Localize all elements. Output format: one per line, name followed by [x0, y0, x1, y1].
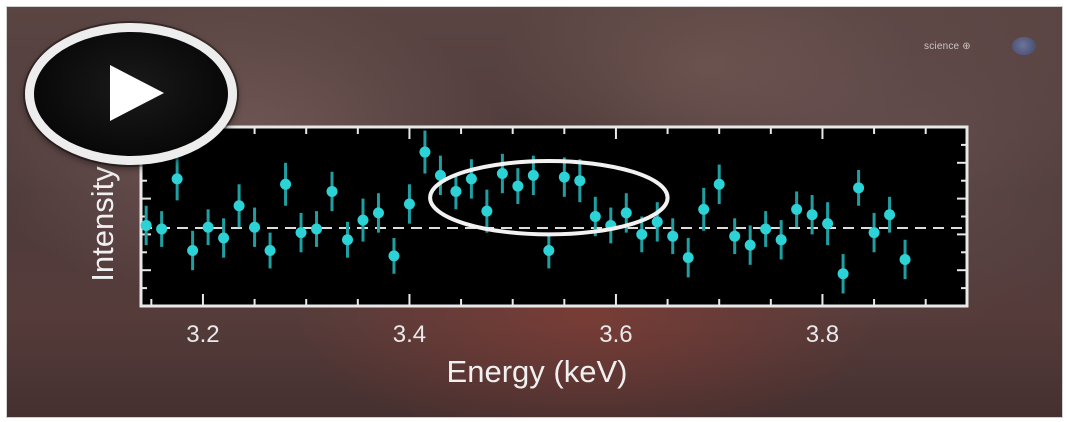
chart: 3.2 3.4 3.6 3.8 Energy (keV) Intensity	[85, 125, 969, 389]
data-point	[574, 175, 586, 187]
play-icon	[110, 65, 164, 121]
data-point	[884, 209, 896, 221]
data-point	[233, 200, 245, 212]
data-point	[791, 203, 803, 215]
data-point	[481, 205, 493, 217]
data-point	[729, 230, 741, 242]
data-point	[713, 178, 725, 190]
data-point	[527, 169, 539, 181]
data-point	[636, 228, 648, 240]
data-point	[311, 223, 323, 235]
data-point	[558, 171, 570, 183]
x-axis-title: Energy (keV)	[447, 354, 628, 389]
data-point	[496, 168, 508, 180]
x-tick-label: 3.8	[806, 321, 839, 348]
watermark-text: science ⊕	[924, 41, 971, 52]
play-button[interactable]	[25, 23, 237, 165]
data-point	[295, 227, 307, 239]
data-point	[450, 185, 462, 197]
plot-area	[139, 125, 969, 308]
data-point	[419, 146, 431, 158]
data-point	[357, 214, 369, 226]
nasa-logo	[1012, 37, 1036, 55]
data-point	[218, 232, 230, 244]
data-point	[822, 218, 834, 230]
data-point	[280, 178, 292, 190]
data-points	[140, 130, 911, 294]
data-point	[202, 221, 214, 233]
data-point	[651, 216, 663, 228]
data-point	[403, 198, 415, 210]
data-point	[899, 253, 911, 265]
data-point	[775, 234, 787, 246]
data-point	[388, 250, 400, 262]
x-tick-label: 3.2	[186, 321, 219, 348]
data-point	[264, 245, 276, 257]
data-point	[512, 180, 524, 192]
data-point	[326, 185, 338, 197]
data-point	[853, 182, 865, 194]
data-point	[171, 173, 183, 185]
data-point	[434, 169, 446, 181]
data-point	[465, 173, 477, 185]
x-tick-label: 3.4	[393, 321, 426, 348]
data-point	[760, 223, 772, 235]
data-point	[249, 221, 261, 233]
data-point	[667, 230, 679, 242]
video-frame[interactable]: 3.2 3.4 3.6 3.8 Energy (keV) Intensity scie…	[6, 6, 1063, 418]
data-point	[837, 268, 849, 280]
data-point	[744, 239, 756, 251]
data-point	[543, 245, 555, 257]
data-point	[868, 227, 880, 239]
data-point	[620, 207, 632, 219]
x-tick-labels: 3.2 3.4 3.6 3.8	[186, 321, 839, 348]
data-point	[698, 203, 710, 215]
y-axis-title: Intensity	[85, 166, 120, 282]
data-point	[372, 207, 384, 219]
x-tick-label: 3.6	[599, 321, 632, 348]
data-point	[342, 234, 353, 246]
data-point	[589, 211, 601, 222]
data-point	[682, 252, 694, 264]
highlight-ellipse	[428, 159, 670, 237]
data-point	[156, 223, 168, 235]
data-point	[140, 219, 152, 231]
data-point	[187, 245, 199, 257]
data-point	[806, 209, 818, 221]
